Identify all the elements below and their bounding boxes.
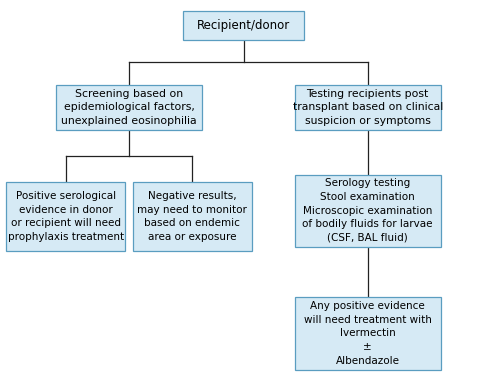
FancyBboxPatch shape [183,11,304,40]
Text: Recipient/donor: Recipient/donor [197,19,290,32]
Text: Screening based on
epidemiological factors,
unexplained eosinophilia: Screening based on epidemiological facto… [61,89,197,126]
FancyBboxPatch shape [56,85,202,129]
Text: Negative results,
may need to monitor
based on endemic
area or exposure: Negative results, may need to monitor ba… [137,191,247,242]
Text: Testing recipients post
transplant based on clinical
suspicion or symptoms: Testing recipients post transplant based… [293,89,443,126]
FancyBboxPatch shape [295,297,441,370]
Text: Any positive evidence
will need treatment with
Ivermectin
±
Albendazole: Any positive evidence will need treatmen… [304,301,431,366]
FancyBboxPatch shape [6,183,126,250]
FancyBboxPatch shape [295,175,441,246]
FancyBboxPatch shape [132,183,252,250]
FancyBboxPatch shape [295,85,441,129]
Text: Positive serological
evidence in donor
or recipient will need
prophylaxis treatm: Positive serological evidence in donor o… [8,191,124,242]
Text: Serology testing
Stool examination
Microscopic examination
of bodily fluids for : Serology testing Stool examination Micro… [302,178,433,243]
